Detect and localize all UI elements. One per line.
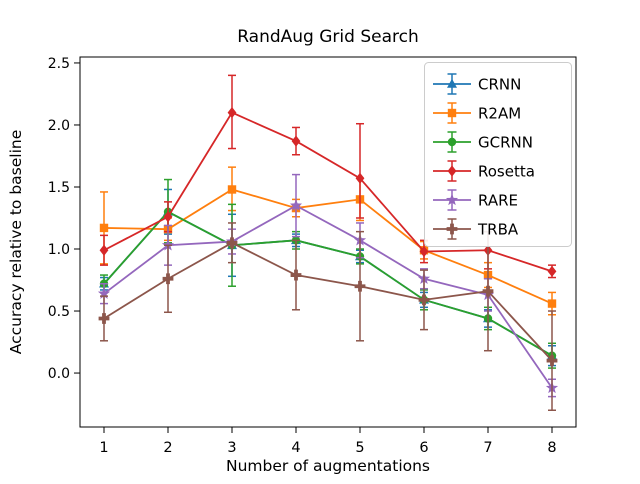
plus-marker xyxy=(290,269,302,281)
legend-entry-R2AM: R2AM xyxy=(433,102,521,124)
legend-entry-GCRNN: GCRNN xyxy=(433,131,533,153)
legend-label: TRBA xyxy=(477,221,519,239)
plus-marker xyxy=(162,273,174,285)
diamond-marker xyxy=(227,106,237,119)
plus-marker xyxy=(546,355,558,367)
legend-label: CRNN xyxy=(478,76,521,94)
plus-marker xyxy=(354,280,366,292)
plus-marker xyxy=(98,313,110,324)
y-tick-label: 0.5 xyxy=(48,304,70,320)
star-marker xyxy=(289,199,303,211)
series-TRBA xyxy=(98,222,558,412)
legend-entry-CRNN: CRNN xyxy=(433,73,521,95)
series-Rosetta xyxy=(99,74,557,279)
plot-area: 0.0 0.5 1.0 1.5 2.0 2.5 1 2 3 4 5 6 7 8 xyxy=(48,56,577,456)
legend-label: Rosetta xyxy=(478,163,535,181)
axes-frame xyxy=(79,56,577,428)
y-tick-label: 2.5 xyxy=(48,56,70,72)
chart-title: RandAug Grid Search xyxy=(237,27,419,47)
plus-marker xyxy=(418,294,430,306)
y-tick-label: 1.0 xyxy=(48,242,70,258)
legend-label: R2AM xyxy=(478,105,521,123)
x-tick-label: 4 xyxy=(291,440,300,456)
diamond-marker xyxy=(99,244,109,256)
legend: CRNN R2AM GCRNN Rosetta RARE TRBA xyxy=(424,62,572,247)
series-line xyxy=(103,210,553,357)
legend-entry-Rosetta: Rosetta xyxy=(433,160,535,182)
triangle-marker xyxy=(447,78,457,88)
square-marker xyxy=(227,185,237,194)
plus-marker xyxy=(446,223,458,235)
y-tick-label: 2.0 xyxy=(48,118,70,134)
x-tick-label: 8 xyxy=(547,440,556,456)
x-tick-label: 7 xyxy=(483,440,492,456)
x-tick-label: 3 xyxy=(227,440,236,456)
star-marker xyxy=(97,287,111,299)
x-tick-label: 5 xyxy=(355,440,364,456)
legend-label: GCRNN xyxy=(478,134,533,152)
x-tick-label: 2 xyxy=(163,440,172,456)
series-line xyxy=(103,241,553,362)
diamond-marker xyxy=(547,265,557,277)
legend-entry-TRBA: TRBA xyxy=(433,218,519,240)
circle-marker xyxy=(447,137,457,147)
plus-marker xyxy=(226,237,238,249)
y-tick-label: 1.5 xyxy=(48,180,70,196)
series-line xyxy=(103,111,553,273)
y-axis-label: Accuracy relative to baseline xyxy=(7,130,25,355)
diamond-marker xyxy=(355,172,365,184)
legend-label: RARE xyxy=(478,192,518,210)
x-axis-label: Number of augmentations xyxy=(226,457,430,475)
diamond-marker xyxy=(447,165,457,177)
x-tick-label: 6 xyxy=(419,440,428,456)
star-marker xyxy=(445,193,459,206)
diamond-marker xyxy=(419,245,429,258)
diamond-marker xyxy=(163,211,173,223)
x-tick-label: 1 xyxy=(99,440,108,456)
legend-entry-RARE: RARE xyxy=(433,189,518,211)
plus-marker xyxy=(482,285,494,297)
square-marker xyxy=(99,223,109,233)
y-tick-label: 0.0 xyxy=(48,366,70,382)
diamond-marker xyxy=(291,135,301,147)
square-marker xyxy=(547,299,557,308)
square-marker xyxy=(447,108,457,118)
series-line xyxy=(103,188,553,305)
